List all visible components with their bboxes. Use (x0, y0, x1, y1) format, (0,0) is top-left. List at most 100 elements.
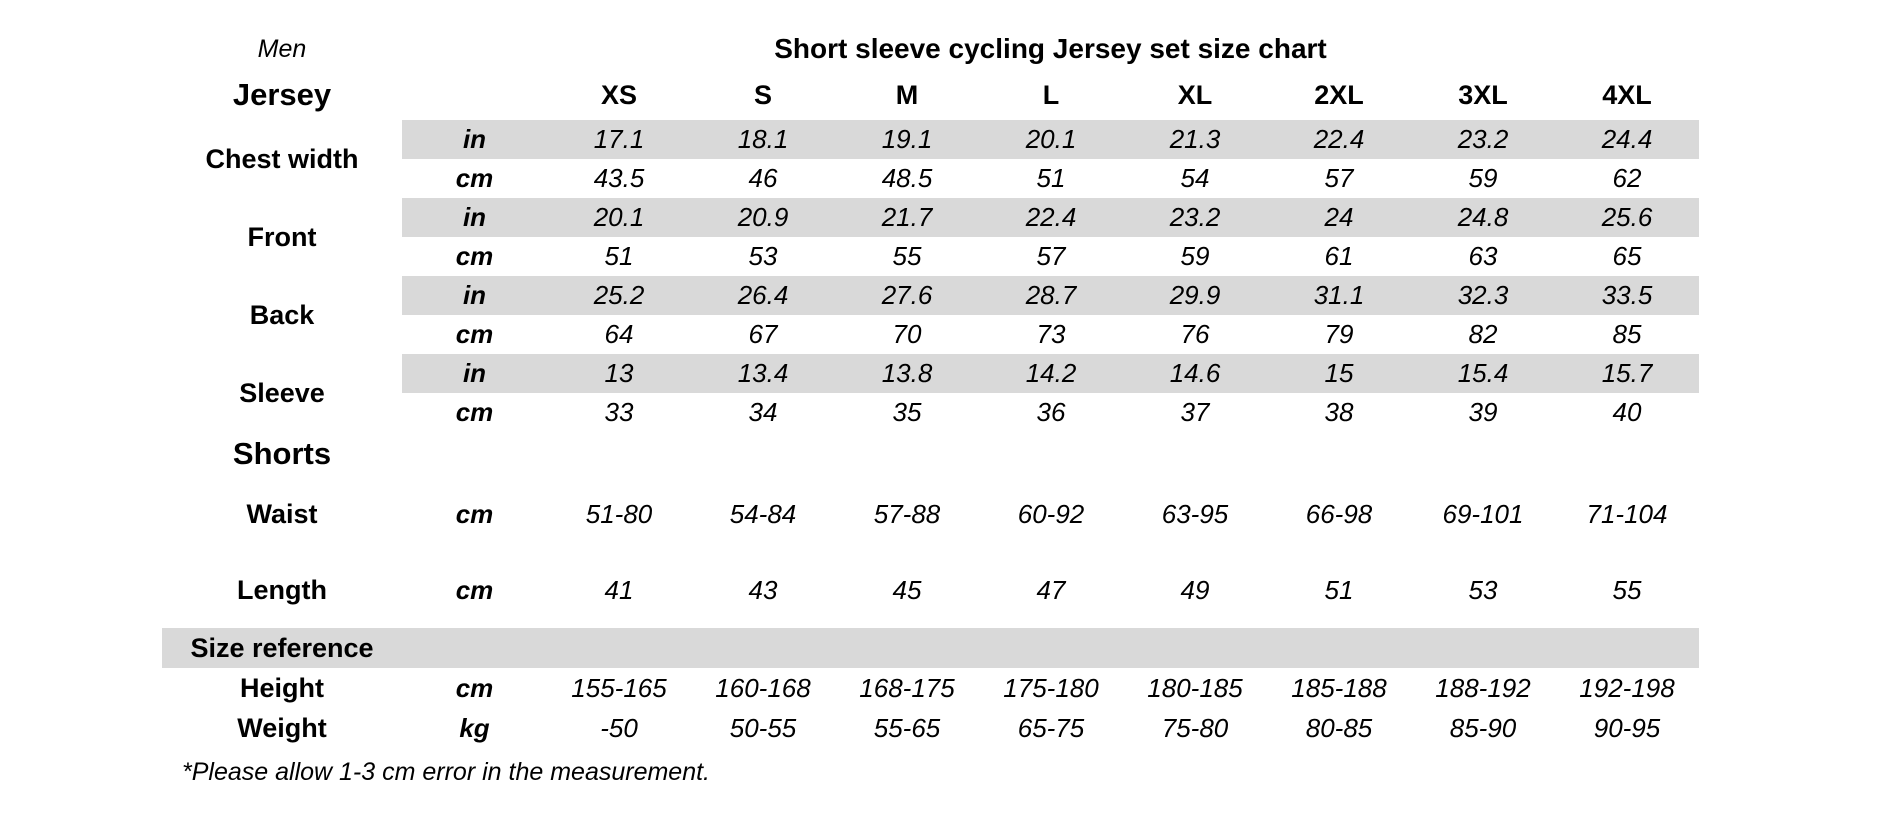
page-title: Short sleeve cycling Jersey set size cha… (774, 33, 1327, 64)
size-header-xl: XL (1177, 79, 1213, 110)
gender-label: Men (257, 34, 307, 63)
size-header-l: L (1042, 79, 1060, 110)
value-cell: 39 (1468, 397, 1498, 427)
value-cell: 33 (604, 397, 634, 427)
value-cell: 31.1 (1267, 276, 1411, 315)
value-cell: 71-104 (1586, 498, 1668, 529)
unit-cell: in (402, 198, 547, 237)
empty-cell (402, 70, 547, 120)
row-label-waist: Waist (246, 498, 318, 529)
value-cell: 14.6 (1123, 354, 1267, 393)
value-cell: 51 (1324, 574, 1354, 605)
value-cell: 13.8 (835, 354, 979, 393)
value-cell: 25.6 (1555, 198, 1700, 237)
value-cell: 20.9 (691, 198, 835, 237)
value-cell: 24 (1267, 198, 1411, 237)
value-cell: 49 (1180, 574, 1210, 605)
value-cell: 22.4 (1267, 120, 1411, 159)
size-header-3xl: 3XL (1458, 79, 1508, 110)
unit-cell: cm (455, 498, 494, 529)
value-cell: 29.9 (1123, 276, 1267, 315)
value-cell: 90-95 (1593, 712, 1661, 743)
value-cell: 33.5 (1555, 276, 1700, 315)
value-cell: 65 (1612, 241, 1642, 271)
value-cell: 50-55 (729, 712, 797, 743)
size-header-xs: XS (600, 79, 638, 110)
value-cell: 35 (892, 397, 922, 427)
value-cell: 54 (1180, 163, 1210, 193)
section-label-jersey: Jersey (232, 77, 332, 112)
size-header-4xl: 4XL (1602, 79, 1652, 110)
value-cell: 64 (604, 319, 634, 349)
value-cell: 14.2 (979, 354, 1123, 393)
value-cell: 37 (1180, 397, 1210, 427)
value-cell: 46 (748, 163, 778, 193)
unit-cell: in (402, 354, 547, 393)
value-cell: 23.2 (1123, 198, 1267, 237)
value-cell: 55-65 (873, 712, 941, 743)
value-cell: 75-80 (1161, 712, 1229, 743)
value-cell: 59 (1180, 241, 1210, 271)
section-row-size-reference: Size reference (162, 628, 1700, 668)
value-cell: 188-192 (1435, 672, 1531, 703)
value-cell: 32.3 (1411, 276, 1555, 315)
table-row-back-cm: cm 64 67 70 73 76 79 82 85 (162, 315, 1699, 354)
row-label-sleeve: Sleeve (239, 377, 325, 408)
row-label-chest-width: Chest width (205, 143, 359, 174)
value-cell: 21.7 (835, 198, 979, 237)
footnote: *Please allow 1-3 cm error in the measur… (182, 758, 711, 786)
value-cell: 180-185 (1147, 672, 1243, 703)
value-cell: 55 (1612, 574, 1642, 605)
unit-cell: cm (455, 672, 494, 703)
value-cell: 22.4 (979, 198, 1123, 237)
value-cell: 21.3 (1123, 120, 1267, 159)
value-cell: 53 (1468, 574, 1498, 605)
value-cell: 61 (1324, 241, 1354, 271)
unit-cell: cm (455, 241, 494, 271)
value-cell: 15 (1267, 354, 1411, 393)
value-cell: 65-75 (1017, 712, 1085, 743)
value-cell: 57-88 (873, 498, 941, 529)
value-cell: 168-175 (859, 672, 955, 703)
value-cell: 24.4 (1555, 120, 1700, 159)
value-cell: 43 (748, 574, 778, 605)
size-chart-table: Men Short sleeve cycling Jersey set size… (162, 28, 1700, 748)
table-row-length: Length cm 41 43 45 47 49 51 53 55 (162, 552, 1699, 628)
table-row-weight: Weight kg -50 50-55 55-65 65-75 75-80 80… (162, 708, 1699, 748)
value-cell: 25.2 (547, 276, 691, 315)
table-row-sleeve-cm: cm 33 34 35 36 37 38 39 40 (162, 393, 1699, 432)
value-cell: 79 (1324, 319, 1354, 349)
value-cell: 40 (1612, 397, 1642, 427)
size-chart-sheet: Men Short sleeve cycling Jersey set size… (162, 28, 1700, 787)
value-cell: 18.1 (691, 120, 835, 159)
value-cell: 69-101 (1442, 498, 1524, 529)
value-cell: 28.7 (979, 276, 1123, 315)
value-cell: 43.5 (593, 163, 645, 193)
table-row-waist: Waist cm 51-80 54-84 57-88 60-92 63-95 6… (162, 476, 1699, 552)
value-cell: 19.1 (835, 120, 979, 159)
value-cell: 160-168 (715, 672, 811, 703)
row-label-height: Height (240, 672, 324, 703)
table-row-sleeve-in: Sleeve in 13 13.4 13.8 14.2 14.6 15 15.4… (162, 354, 1700, 408)
value-cell: 20.1 (547, 198, 691, 237)
section-label-size-reference: Size reference (190, 632, 374, 663)
value-cell: 59 (1468, 163, 1498, 193)
value-cell: 60-92 (1017, 498, 1085, 529)
section-row-shorts: Shorts (162, 432, 1699, 476)
value-cell: 62 (1612, 163, 1642, 193)
value-cell: 23.2 (1411, 120, 1555, 159)
value-cell: 63-95 (1161, 498, 1229, 529)
value-cell: 155-165 (571, 672, 667, 703)
value-cell: 192-198 (1579, 672, 1675, 703)
unit-cell: cm (455, 397, 494, 427)
size-header-m: M (895, 79, 919, 110)
value-cell: 51 (1036, 163, 1066, 193)
value-cell: 54-84 (729, 498, 797, 529)
size-header-s: S (753, 79, 772, 110)
value-cell: 63 (1468, 241, 1498, 271)
value-cell: 57 (1036, 241, 1066, 271)
value-cell: 13 (547, 354, 691, 393)
row-label-back: Back (249, 299, 315, 330)
table-row-height: Height cm 155-165 160-168 168-175 175-18… (162, 668, 1699, 708)
